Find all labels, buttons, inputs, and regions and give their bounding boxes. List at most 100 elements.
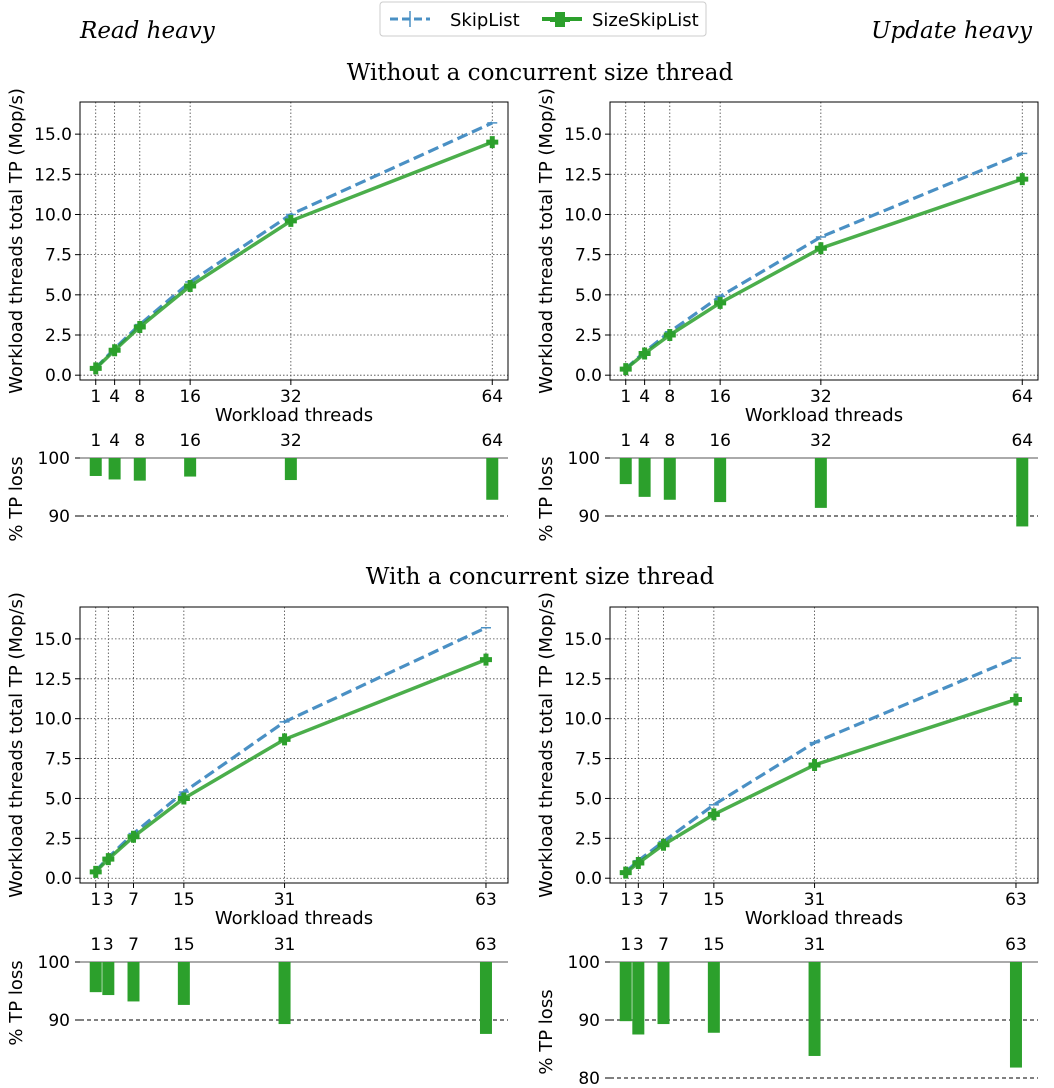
bar-category-label: 1 — [620, 431, 631, 451]
bar-category-label: 31 — [274, 935, 296, 955]
bar-category-label: 7 — [128, 935, 139, 955]
series-sizeskiplist-point — [638, 347, 651, 360]
legend: SkipList SizeSkipList — [379, 1, 707, 37]
x-tick-label: 15 — [173, 890, 195, 910]
series-skiplist-line — [94, 626, 487, 873]
y-tick-label: 90 — [48, 1011, 70, 1031]
loss-bar — [814, 458, 827, 508]
bar-category-label: 1 — [90, 935, 101, 955]
y-tick-label: 2.5 — [45, 829, 72, 849]
series-sizeskiplist-point — [102, 853, 115, 866]
x-tick-label: 16 — [709, 387, 731, 407]
y-tick-label: 0.0 — [575, 869, 602, 889]
y-tick-label: 0.0 — [45, 869, 72, 889]
x-axis-label: Workload threads — [215, 405, 373, 426]
series-sizeskiplist-point — [479, 653, 492, 666]
y-axis-label: % TP loss — [6, 960, 27, 1045]
x-tick-label: 31 — [274, 890, 296, 910]
y-tick-label: 7.5 — [575, 246, 602, 266]
y-axis-label: % TP loss — [536, 989, 557, 1074]
x-tick-label: 1 — [90, 387, 101, 407]
loss-bar — [657, 962, 670, 1025]
x-axis-label: Workload threads — [745, 908, 903, 929]
series-sizeskiplist-point — [177, 792, 190, 805]
bar-category-label: 4 — [109, 431, 120, 451]
bar-category-label: 8 — [134, 431, 145, 451]
x-tick-label: 3 — [633, 890, 644, 910]
y-tick-label: 0.0 — [45, 366, 72, 386]
series-sizeskiplist-point — [808, 758, 821, 771]
series-sizeskiplist-point — [108, 344, 121, 357]
y-tick-label: 100 — [568, 953, 600, 973]
x-tick-label: 64 — [481, 387, 503, 407]
series-sizeskiplist-line — [624, 177, 1023, 371]
series-sizeskiplist-point — [632, 857, 645, 870]
x-tick-label: 31 — [804, 890, 826, 910]
series-sizeskiplist-point — [1016, 173, 1029, 186]
x-tick-label: 15 — [703, 890, 725, 910]
bar-category-label: 32 — [280, 431, 302, 451]
x-tick-label: 3 — [103, 890, 114, 910]
section-title-with: With a concurrent size thread — [366, 564, 715, 590]
loss-bar — [714, 458, 727, 503]
loss-bar — [108, 458, 121, 480]
x-tick-label: 8 — [664, 387, 675, 407]
bar-category-label: 31 — [804, 935, 826, 955]
line-chart-top-right: 1 4 8 16 32 64 0.0 2.5 5.0 7.5 10.0 12.5 15.0 Workloa… — [536, 88, 1039, 426]
x-tick-label: 1 — [620, 387, 631, 407]
bar-category-label: 7 — [658, 935, 669, 955]
series-sizeskiplist-point — [707, 808, 720, 821]
series-skiplist-line — [94, 121, 493, 370]
x-axis-label: Workload threads — [745, 405, 903, 426]
bar-category-label: 3 — [103, 935, 114, 955]
line-chart-top-left: 1 4 8 16 32 64 0.0 2.5 5.0 7.5 10.0 12.5 15.0 Workloa… — [6, 88, 509, 426]
y-tick-label: 100 — [568, 449, 600, 469]
loss-bar — [102, 962, 115, 996]
bar-category-label: 16 — [179, 431, 201, 451]
y-tick-label: 15.0 — [564, 125, 602, 145]
x-tick-label: 1 — [620, 890, 631, 910]
series-sizeskiplist-point — [814, 242, 827, 255]
series-sizeskiplist-line — [94, 658, 487, 874]
bar-category-label: 64 — [1011, 431, 1033, 451]
bar-category-label: 64 — [481, 431, 503, 451]
y-tick-label: 10.0 — [564, 710, 602, 730]
loss-bar — [184, 458, 197, 477]
y-tick-label: 100 — [38, 449, 70, 469]
loss-bar — [284, 458, 297, 481]
bar-chart-bottom-right-loss: 100 90 80 1 3 7 15 31 63 % TP loss — [536, 935, 1038, 1088]
series-sizeskiplist-point — [284, 214, 297, 227]
series-sizeskiplist-point — [663, 329, 676, 342]
line-chart-bottom-right: 1 3 7 15 31 63 0.0 2.5 5.0 7.5 10.0 12.5 15.0 Workloa… — [536, 592, 1039, 929]
y-tick-label: 10.0 — [34, 710, 72, 730]
bar-category-label: 1 — [620, 935, 631, 955]
x-tick-label: 32 — [280, 387, 302, 407]
series-sizeskiplist-point — [133, 320, 146, 333]
x-tick-label: 8 — [134, 387, 145, 407]
series-sizeskiplist-point — [278, 733, 291, 746]
y-tick-label: 12.5 — [34, 670, 72, 690]
x-tick-label: 63 — [475, 890, 497, 910]
y-tick-label: 15.0 — [34, 125, 72, 145]
series-sizeskiplist-point — [127, 830, 140, 843]
plot-frame — [609, 606, 1039, 884]
y-tick-label: 2.5 — [575, 326, 602, 346]
x-tick-label: 63 — [1005, 890, 1027, 910]
y-tick-label: 12.5 — [34, 165, 72, 185]
loss-bar — [127, 962, 140, 1002]
y-tick-label: 90 — [578, 507, 600, 527]
line-chart-bottom-left: 1 3 7 15 31 63 0.0 2.5 5.0 7.5 10.0 12.5 15.0 Workloa… — [6, 592, 509, 929]
x-tick-label: 4 — [639, 387, 650, 407]
loss-bar — [707, 962, 720, 1033]
series-sizeskiplist-line — [94, 140, 493, 370]
x-tick-label: 7 — [128, 890, 139, 910]
loss-bar — [1016, 458, 1029, 527]
y-tick-label: 0.0 — [575, 366, 602, 386]
section-title-without: Without a concurrent size thread — [347, 60, 734, 86]
y-tick-label: 2.5 — [45, 326, 72, 346]
series-sizeskiplist-point — [714, 296, 727, 309]
series-sizeskiplist-point — [486, 136, 499, 149]
bar-category-label: 15 — [703, 935, 725, 955]
y-tick-label: 100 — [38, 953, 70, 973]
